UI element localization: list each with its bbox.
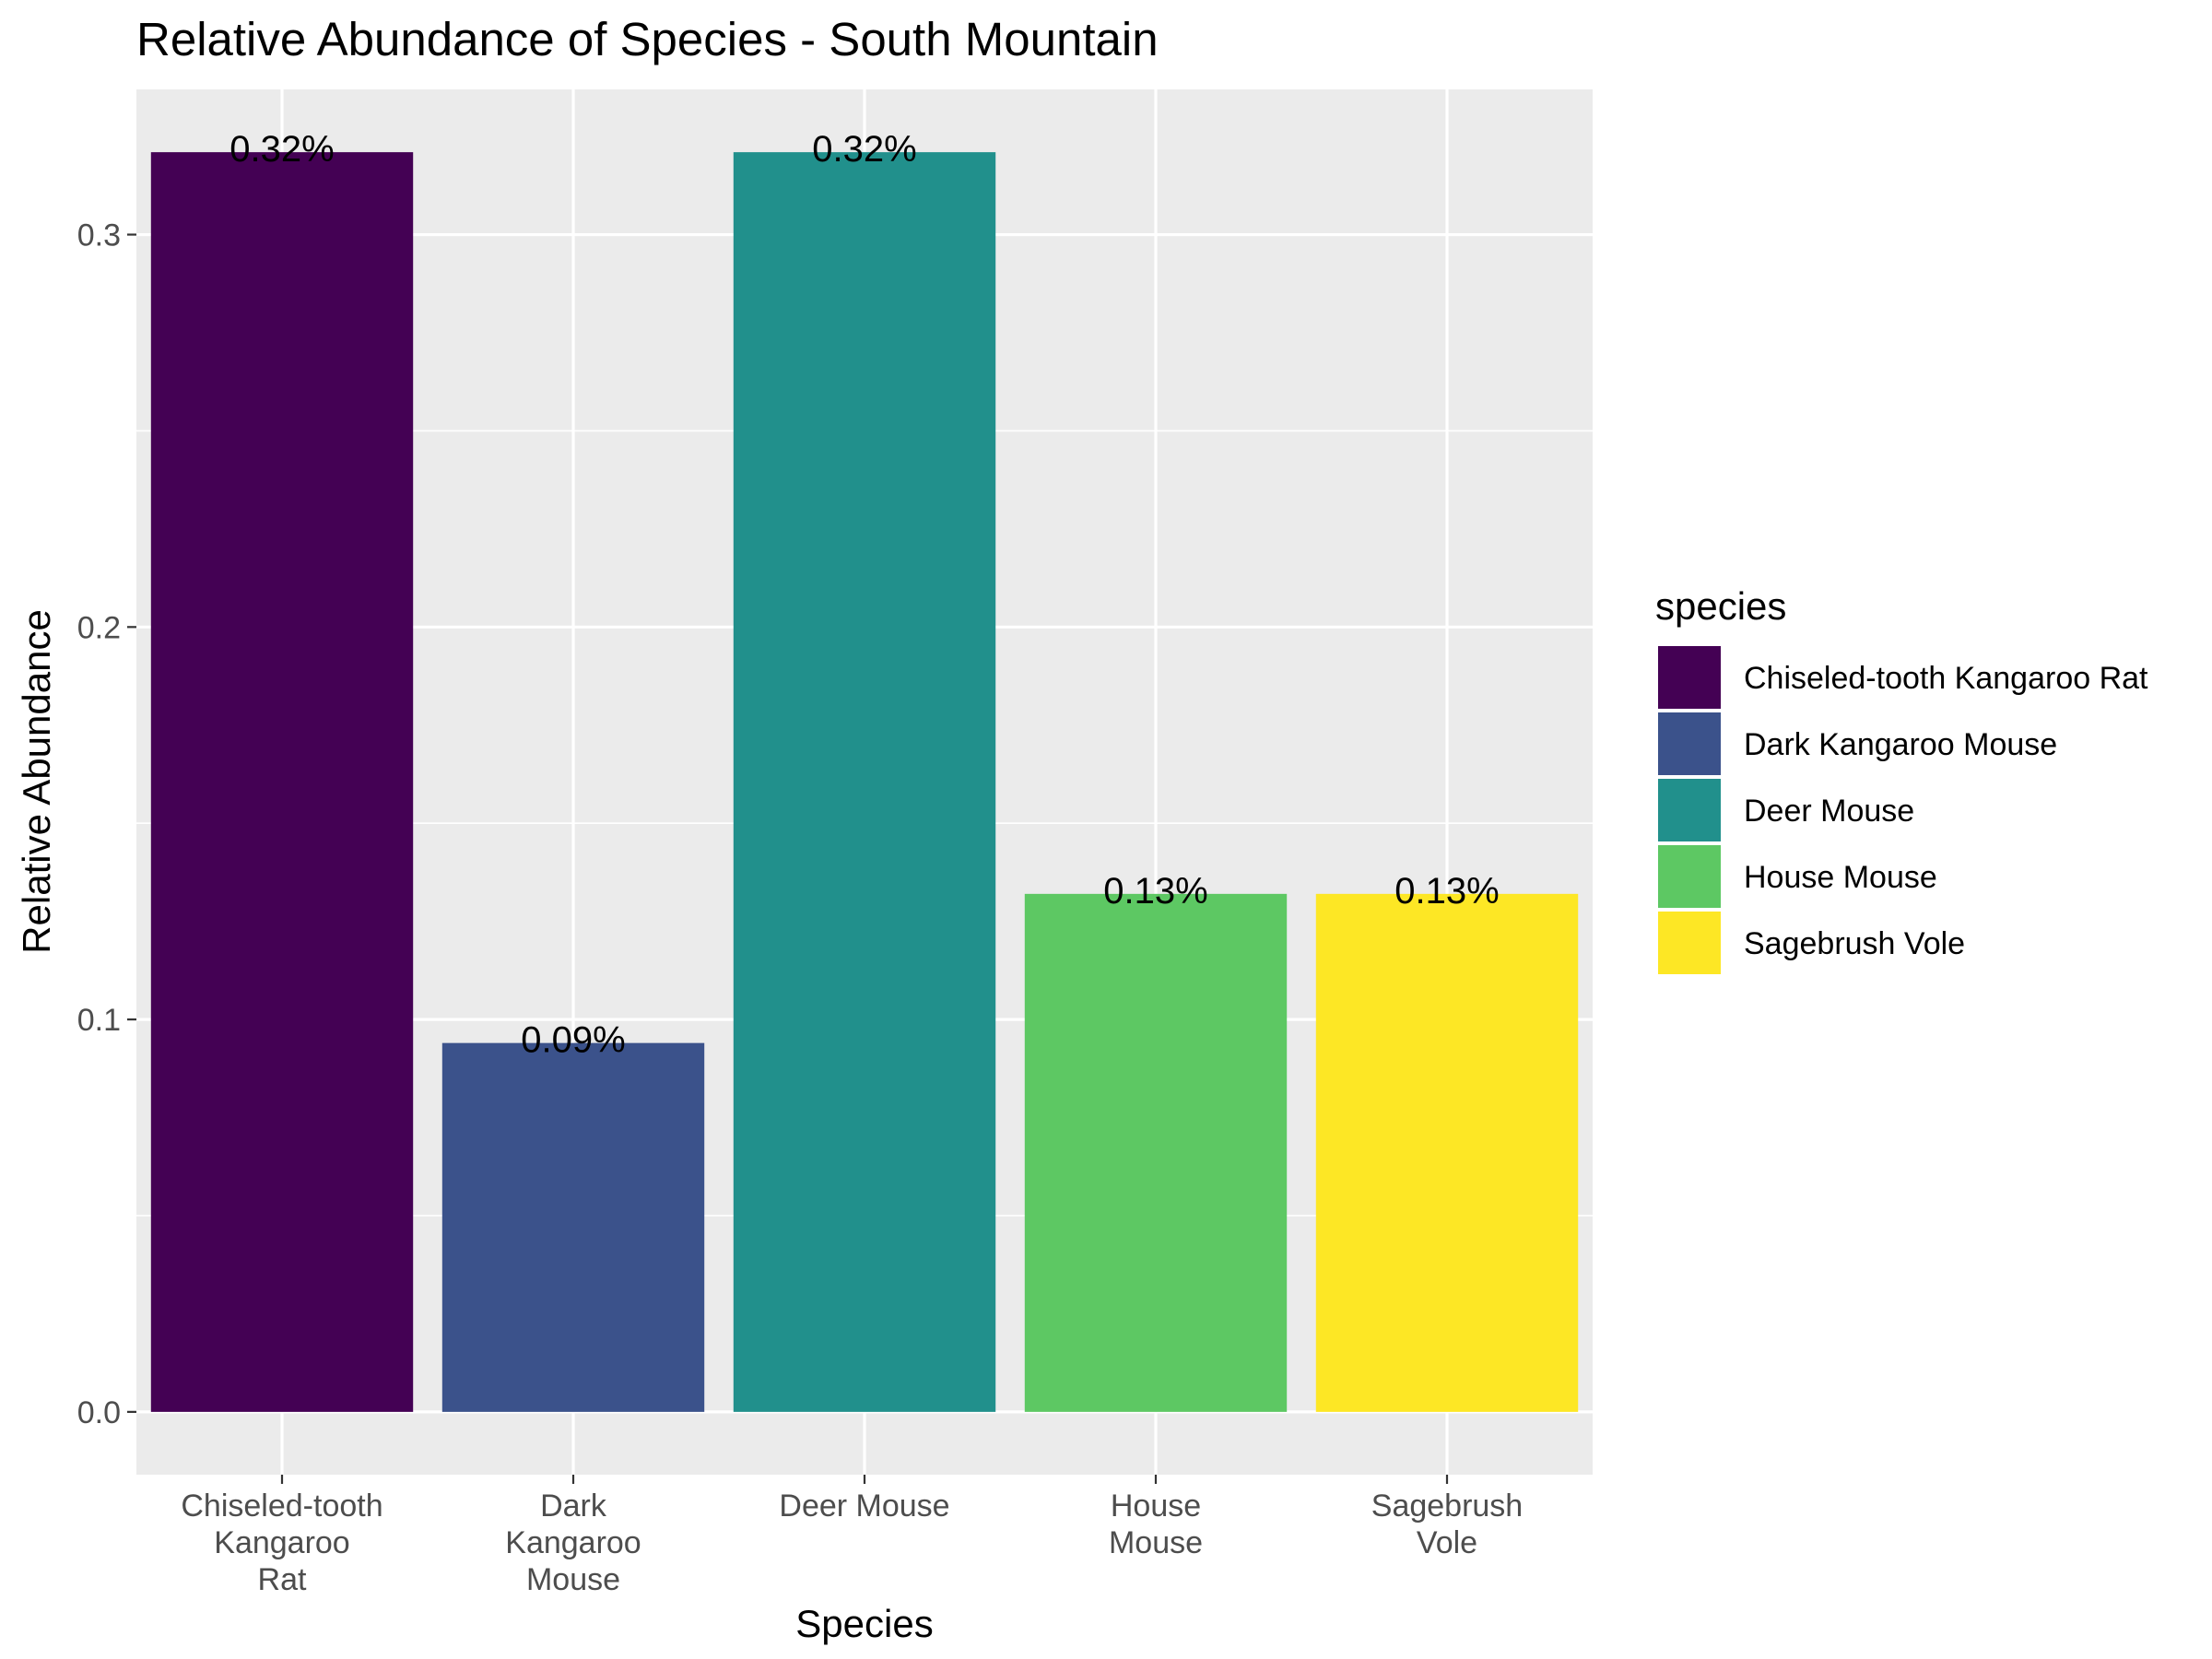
y-axis-title: Relative Abundance: [15, 609, 58, 954]
x-axis: Chiseled-tooth Kangaroo Rat Dark Kangaroo Mou…: [181, 1475, 1523, 1597]
legend-label: House Mouse: [1744, 860, 1937, 895]
bar-data-labels: 0.32% 0.09% 0.32% 0.13% 0.13%: [229, 129, 1499, 1061]
x-tick-label: Deer Mouse: [779, 1488, 949, 1524]
x-tick-label: Sagebrush Vole: [1371, 1488, 1523, 1560]
bar: [441, 1042, 705, 1412]
bar-data-label: 0.13%: [1394, 871, 1499, 912]
bar-data-label: 0.13%: [1103, 871, 1207, 912]
x-axis-title: Species: [795, 1602, 933, 1645]
bars: [150, 152, 1579, 1412]
legend-label: Sagebrush Vole: [1744, 926, 1965, 961]
bar: [1024, 893, 1288, 1412]
legend-label: Dark Kangaroo Mouse: [1744, 727, 2057, 762]
bar-data-label: 0.09%: [521, 1020, 625, 1061]
legend-swatch: [1656, 644, 1723, 711]
y-tick-label: 0.2: [77, 610, 121, 645]
legend: species Chiseled-tooth Kangaroo Rat Dark …: [1655, 584, 2148, 976]
legend-swatch: [1656, 777, 1723, 843]
x-tick-label: Chiseled-tooth Kangaroo Rat: [181, 1488, 382, 1597]
bar-data-label: 0.32%: [812, 129, 916, 170]
x-tick-label: Dark Kangaroo Mouse: [505, 1488, 641, 1597]
bar-data-label: 0.32%: [229, 129, 334, 170]
legend-title: species: [1655, 584, 1786, 628]
chart-title: Relative Abundance of Species - South Mo…: [136, 13, 1159, 65]
bar: [733, 152, 996, 1412]
y-axis: 0.0 0.1 0.2 0.3: [77, 218, 136, 1430]
legend-swatch: [1656, 910, 1723, 976]
bar: [1315, 893, 1579, 1412]
bar: [150, 152, 414, 1412]
legend-label: Deer Mouse: [1744, 794, 1914, 829]
legend-swatch: [1656, 843, 1723, 910]
x-tick-label: House Mouse: [1109, 1488, 1203, 1560]
y-tick-label: 0.1: [77, 1003, 121, 1038]
legend-swatch: [1656, 711, 1723, 777]
y-tick-label: 0.3: [77, 218, 121, 253]
y-tick-label: 0.0: [77, 1395, 121, 1430]
legend-label: Chiseled-tooth Kangaroo Rat: [1744, 661, 2148, 696]
